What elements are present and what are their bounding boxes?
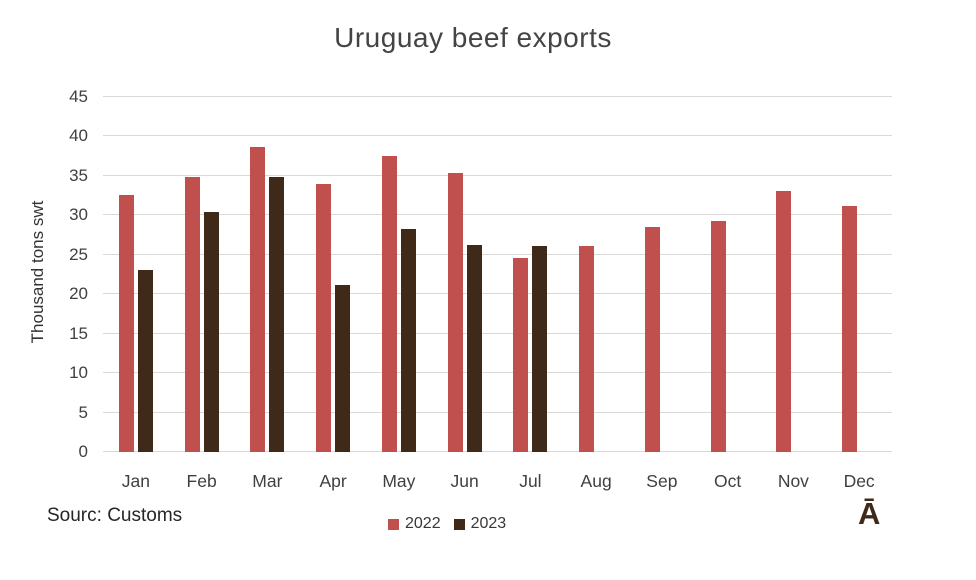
x-tick-label-jul: Jul [519, 471, 542, 491]
x-tick-label-may: May [382, 471, 416, 491]
y-tick-label-35: 35 [69, 166, 88, 185]
brand-logo-icon: Ā [858, 496, 881, 531]
y-tick-label-0: 0 [78, 442, 88, 461]
legend-swatch-2023 [453, 518, 465, 530]
bar-2022-dec [842, 206, 858, 452]
bar-2023-feb [203, 212, 219, 452]
y-tick-label-10: 10 [69, 363, 88, 382]
bar-2022-jun [447, 173, 463, 452]
legend-item-2022: 2022 [388, 515, 441, 533]
plot-area [103, 96, 892, 452]
chart-title: Uruguay beef exports [334, 22, 612, 53]
y-tick-label-30: 30 [69, 205, 88, 224]
x-tick-label-dec: Dec [843, 471, 875, 491]
x-tick-label-feb: Feb [186, 471, 217, 491]
x-tick-label-jun: Jun [450, 471, 479, 491]
gridline-y-40 [103, 135, 892, 136]
x-tick-label-mar: Mar [252, 471, 283, 491]
x-tick-label-oct: Oct [714, 471, 742, 491]
gridline-y-35 [103, 175, 892, 176]
bar-2022-nov [776, 191, 792, 452]
y-tick-label-15: 15 [69, 324, 88, 343]
gridline-y-25 [103, 254, 892, 255]
gridline-y-45 [103, 96, 892, 97]
gridline-y-15 [103, 333, 892, 334]
x-tick-label-apr: Apr [319, 471, 347, 491]
bar-2023-mar [269, 177, 285, 452]
legend-swatch-2022 [388, 518, 399, 530]
gridline-y-30 [103, 214, 892, 215]
gridline-y-10 [103, 372, 892, 373]
bar-2023-jun [466, 245, 482, 452]
y-tick-label-25: 25 [69, 245, 88, 264]
y-tick-label-20: 20 [69, 284, 88, 303]
y-tick-label-40: 40 [69, 126, 88, 145]
bar-2022-jan [118, 195, 134, 452]
bar-2023-jan [137, 270, 153, 452]
bar-2022-oct [710, 221, 726, 452]
bar-2022-apr [316, 184, 332, 452]
legend: 2022 2023 [388, 515, 506, 533]
legend-item-2023: 2023 [453, 515, 507, 533]
y-tick-label-45: 45 [69, 87, 88, 106]
x-axis-tick-labels: Jan Feb Mar Apr May Jun Jul Aug Sep Oct Nov Dec [103, 471, 892, 495]
legend-label-2023: 2023 [470, 515, 507, 532]
bar-2023-jul [532, 246, 548, 452]
bar-2022-mar [250, 147, 266, 452]
x-tick-label-jan: Jan [121, 471, 150, 491]
gridline-y-0 [103, 451, 892, 452]
bar-2022-sep [644, 227, 660, 452]
bar-2023-may [400, 229, 416, 452]
bar-2022-feb [184, 177, 200, 452]
bar-2022-jul [513, 258, 529, 452]
y-tick-label-5: 5 [78, 403, 88, 422]
x-tick-label-sep: Sep [646, 471, 678, 491]
x-tick-label-aug: Aug [580, 471, 612, 491]
bar-2023-apr [335, 285, 351, 452]
source-note: Sourc: Customs [47, 505, 183, 526]
legend-label-2022: 2022 [405, 515, 441, 532]
gridline-y-5 [103, 412, 892, 413]
y-axis-tick-labels: 0 5 10 15 20 25 30 35 40 45 [0, 87, 88, 461]
bar-2022-may [381, 156, 397, 452]
gridline-y-20 [103, 293, 892, 294]
bar-2022-aug [579, 246, 595, 452]
x-tick-label-nov: Nov [777, 471, 809, 491]
